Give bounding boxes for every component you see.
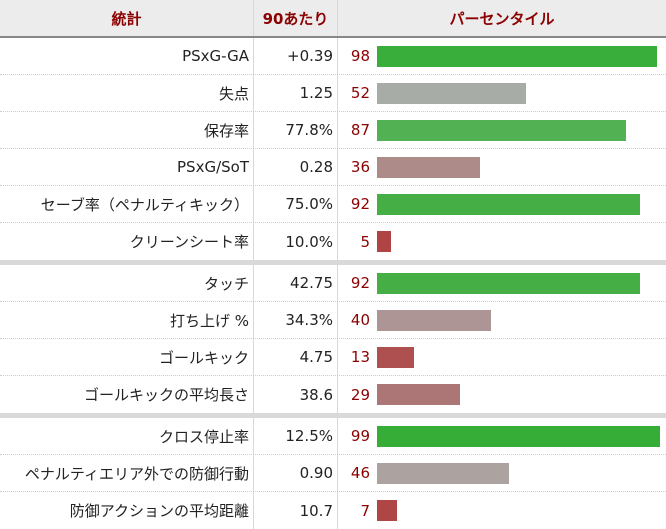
percentile-value: 98: [350, 47, 370, 65]
table-row: タッチ 42.75 92: [0, 265, 666, 302]
table-row: 失点 1.25 52: [0, 75, 666, 112]
table-body: PSxG-GA +0.39 98 失点 1.25 52 保存率 77.8% 87 PSxG/SoT…: [0, 38, 666, 529]
table-row: 打ち上げ % 34.3% 40: [0, 302, 666, 339]
percentile-value: 46: [350, 464, 370, 482]
percentile-bar: [377, 272, 641, 294]
percentile-bar: [377, 425, 661, 447]
stat-label: 打ち上げ %: [0, 302, 254, 338]
per90-value: 34.3%: [254, 302, 338, 338]
percentile-bar: [377, 45, 658, 67]
percentile-bar: [377, 119, 626, 141]
percentile-cell: 92: [338, 186, 666, 222]
per90-value: 75.0%: [254, 186, 338, 222]
percentile-cell: 13: [338, 339, 666, 375]
percentile-value: 92: [350, 274, 370, 292]
per90-value: 38.6: [254, 376, 338, 413]
stat-label: セーブ率（ペナルティキック）: [0, 186, 254, 222]
per90-value: 0.90: [254, 455, 338, 491]
percentile-value: 7: [360, 501, 370, 520]
table-header: 統計 90あたり パーセンタイル: [0, 0, 666, 38]
stat-label: 防御アクションの平均距離: [0, 492, 254, 529]
header-percentile[interactable]: パーセンタイル: [449, 9, 555, 28]
per90-value: 10.0%: [254, 223, 338, 260]
percentile-bar: [377, 346, 415, 368]
stat-label: PSxG-GA: [0, 38, 254, 74]
stat-label: クリーンシート率: [0, 223, 254, 260]
percentile-bar: [377, 231, 392, 252]
table-row: ペナルティエリア外での防御行動 0.90 46: [0, 455, 666, 492]
header-per90[interactable]: 90あたり: [254, 0, 338, 36]
per90-value: 1.25: [254, 75, 338, 111]
percentile-cell: 40: [338, 302, 666, 338]
stat-label: 保存率: [0, 112, 254, 148]
percentile-cell: 29: [338, 376, 666, 413]
section-separator: [0, 260, 666, 265]
section-separator: [0, 413, 666, 418]
percentile-cell: 46: [338, 455, 666, 491]
percentile-bar: [377, 193, 641, 215]
percentile-value: 36: [350, 158, 370, 176]
stat-label: 失点: [0, 75, 254, 111]
percentile-value: 13: [350, 348, 370, 366]
table-row: PSxG/SoT 0.28 36: [0, 149, 666, 186]
percentile-bar: [377, 384, 460, 405]
percentile-value: 5: [360, 232, 370, 251]
percentile-value: 52: [350, 84, 370, 102]
table-row: 防御アクションの平均距離 10.7 7: [0, 492, 666, 529]
per90-value: 10.7: [254, 492, 338, 529]
table-row: ゴールキック 4.75 13: [0, 339, 666, 376]
percentile-value: 99: [350, 427, 370, 445]
percentile-bar: [377, 82, 526, 104]
percentile-bar: [377, 500, 398, 521]
per90-value: 77.8%: [254, 112, 338, 148]
per90-value: 4.75: [254, 339, 338, 375]
table-row: ゴールキックの平均長さ 38.6 29: [0, 376, 666, 413]
header-stat[interactable]: 統計: [0, 0, 254, 36]
stat-label: ペナルティエリア外での防御行動: [0, 455, 254, 491]
per90-value: 0.28: [254, 149, 338, 185]
percentile-cell: 92: [338, 265, 666, 301]
percentile-cell: 36: [338, 149, 666, 185]
stat-label: PSxG/SoT: [0, 149, 254, 185]
table-row: セーブ率（ペナルティキック） 75.0% 92: [0, 186, 666, 223]
table-row: PSxG-GA +0.39 98: [0, 38, 666, 75]
stat-label: クロス停止率: [0, 418, 254, 454]
percentile-cell: 5: [338, 223, 666, 260]
stat-label: ゴールキック: [0, 339, 254, 375]
percentile-cell: 7: [338, 492, 666, 529]
per90-value: 42.75: [254, 265, 338, 301]
table-row: 保存率 77.8% 87: [0, 112, 666, 149]
percentile-value: 40: [350, 311, 370, 329]
percentile-bar: [377, 462, 509, 484]
percentile-value: 87: [350, 121, 370, 139]
stat-label: ゴールキックの平均長さ: [0, 376, 254, 413]
percentile-value: 29: [350, 385, 370, 404]
per90-value: 12.5%: [254, 418, 338, 454]
table-row: クロス停止率 12.5% 99: [0, 418, 666, 455]
percentile-bar: [377, 309, 492, 331]
percentile-value: 92: [350, 195, 370, 213]
stat-label: タッチ: [0, 265, 254, 301]
per90-value: +0.39: [254, 38, 338, 74]
percentile-cell: 98: [338, 38, 666, 74]
percentile-cell: 87: [338, 112, 666, 148]
percentile-bar: [377, 156, 480, 178]
table-row: クリーンシート率 10.0% 5: [0, 223, 666, 260]
percentile-cell: 52: [338, 75, 666, 111]
percentile-cell: 99: [338, 418, 666, 454]
